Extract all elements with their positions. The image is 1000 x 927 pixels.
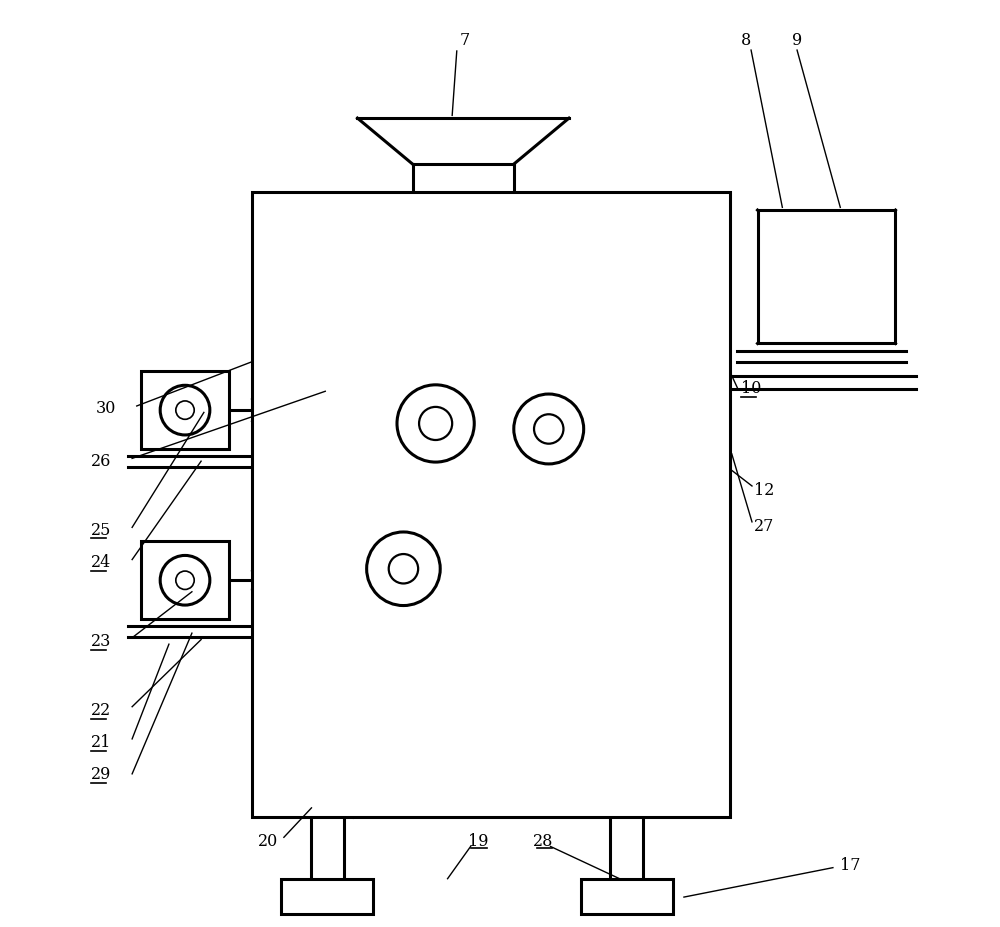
Text: 28: 28 bbox=[533, 832, 553, 848]
Text: 17: 17 bbox=[840, 857, 861, 873]
Text: 29: 29 bbox=[91, 766, 111, 782]
Text: 8: 8 bbox=[741, 32, 752, 49]
Bar bbox=[581, 879, 673, 914]
Text: 20: 20 bbox=[258, 832, 278, 848]
Text: 19: 19 bbox=[468, 832, 488, 848]
Text: 25: 25 bbox=[91, 521, 111, 539]
Text: 7: 7 bbox=[460, 32, 470, 49]
Text: 9: 9 bbox=[792, 32, 802, 49]
Text: 22: 22 bbox=[91, 701, 111, 718]
Bar bbox=[141, 541, 229, 619]
Bar bbox=[141, 372, 229, 450]
Bar bbox=[758, 210, 895, 344]
Text: 23: 23 bbox=[91, 632, 111, 649]
Text: 24: 24 bbox=[91, 553, 111, 570]
Text: 21: 21 bbox=[91, 733, 111, 750]
Text: 10: 10 bbox=[741, 380, 761, 397]
Text: 12: 12 bbox=[754, 482, 774, 499]
Text: 30: 30 bbox=[95, 400, 116, 417]
Bar bbox=[252, 193, 730, 818]
Bar bbox=[281, 879, 373, 914]
Text: 26: 26 bbox=[91, 452, 111, 469]
Text: 27: 27 bbox=[754, 517, 774, 535]
